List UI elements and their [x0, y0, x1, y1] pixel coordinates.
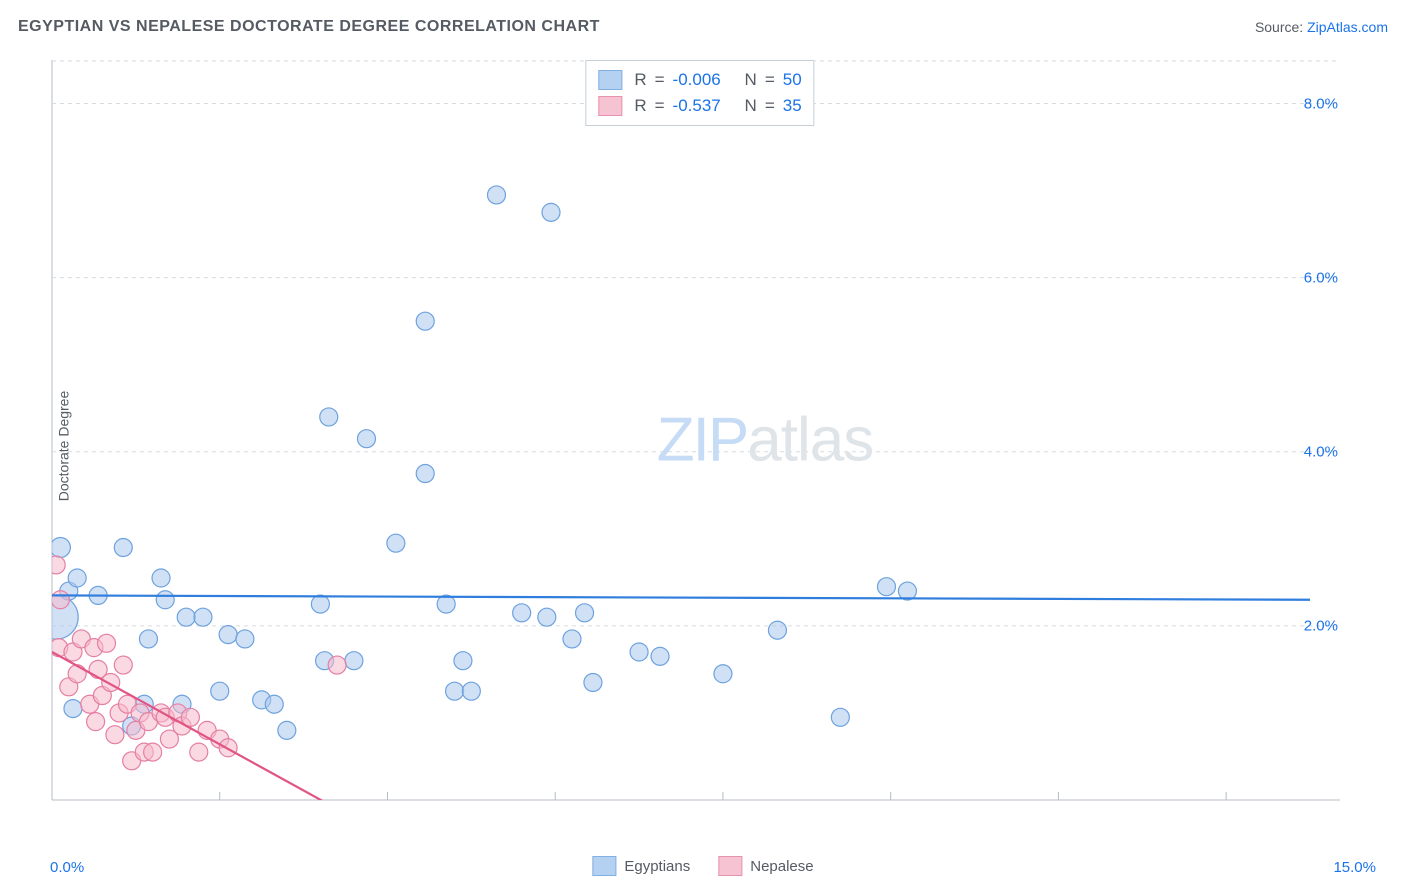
swatch-egyptians [598, 70, 622, 90]
x-axis-max-label: 15.0% [1333, 859, 1376, 876]
eq-sign: = [655, 93, 665, 119]
stats-row-nepalese: R = -0.537 N = 35 [598, 93, 801, 119]
y-tick-label: 8.0% [1304, 95, 1338, 112]
r-label: R [634, 93, 646, 119]
stats-legend: R = -0.006 N = 50 R = -0.537 N = 35 [585, 60, 814, 126]
chart-title: EGYPTIAN VS NEPALESE DOCTORATE DEGREE CO… [18, 18, 600, 36]
stats-row-egyptians: R = -0.006 N = 50 [598, 67, 801, 93]
r-value-egyptians: -0.006 [673, 67, 733, 93]
legend-item-egyptians: Egyptians [592, 856, 690, 876]
scatter-plot-svg [50, 60, 1350, 820]
n-value-nepalese: 35 [783, 93, 802, 119]
y-tick-label: 6.0% [1304, 269, 1338, 286]
legend-label-nepalese: Nepalese [750, 858, 813, 875]
eq-sign: = [655, 67, 665, 93]
n-value-egyptians: 50 [783, 67, 802, 93]
plot-area: ZIPatlas R = -0.006 N = 50 R = -0.537 N … [50, 60, 1350, 820]
n-label: N [745, 67, 757, 93]
eq-sign: = [765, 67, 775, 93]
source-link[interactable]: ZipAtlas.com [1307, 19, 1388, 35]
y-tick-label: 2.0% [1304, 617, 1338, 634]
y-tick-label: 4.0% [1304, 443, 1338, 460]
r-value-nepalese: -0.537 [673, 93, 733, 119]
eq-sign: = [765, 93, 775, 119]
legend-swatch-egyptians [592, 856, 616, 876]
legend-swatch-nepalese [718, 856, 742, 876]
x-axis-min-label: 0.0% [50, 859, 84, 876]
r-label: R [634, 67, 646, 93]
swatch-nepalese [598, 96, 622, 116]
n-label: N [745, 93, 757, 119]
chart-header: EGYPTIAN VS NEPALESE DOCTORATE DEGREE CO… [18, 18, 1388, 36]
legend-label-egyptians: Egyptians [624, 858, 690, 875]
source-label: Source: [1255, 19, 1307, 35]
source-attribution: Source: ZipAtlas.com [1255, 19, 1388, 35]
series-legend: Egyptians Nepalese [592, 856, 813, 876]
legend-item-nepalese: Nepalese [718, 856, 813, 876]
